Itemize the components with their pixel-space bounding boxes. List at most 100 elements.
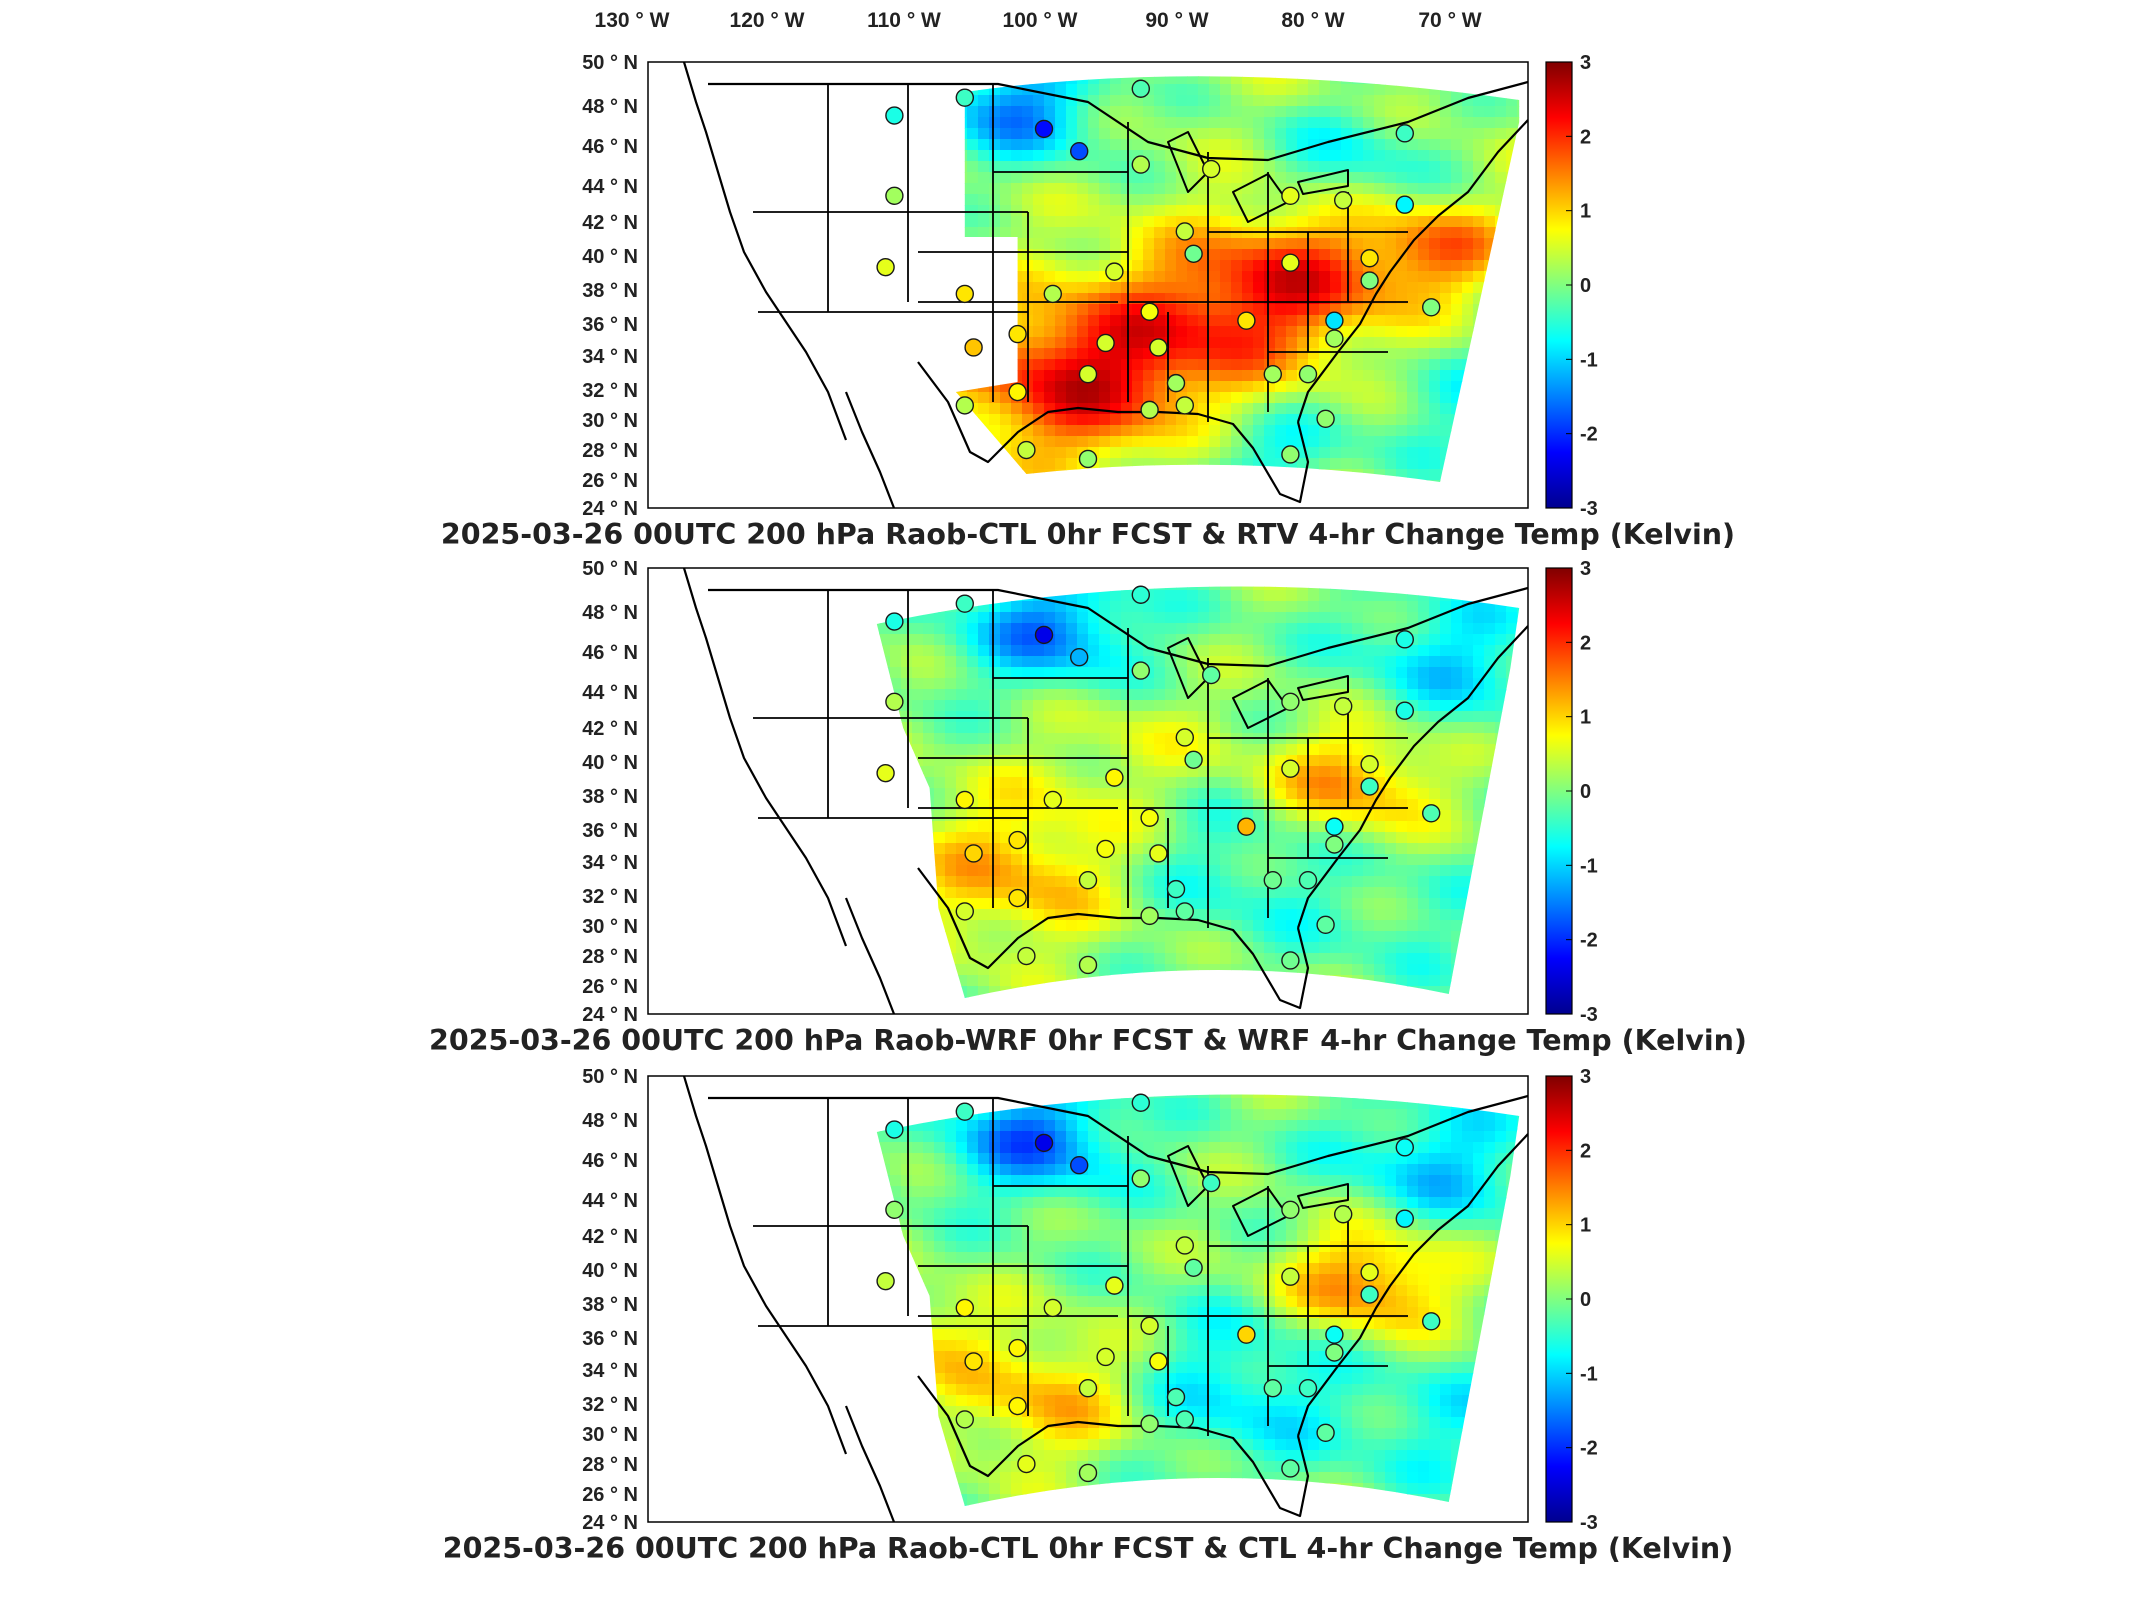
station-marker — [1184, 1258, 1203, 1277]
station-marker — [1325, 1325, 1344, 1344]
station-marker — [1070, 1155, 1089, 1175]
station-marker — [1175, 396, 1194, 415]
station-marker — [1360, 1263, 1379, 1282]
latitude-labels: 50 ° N 48 ° N 46 ° N 44 ° N 42 ° N 40 ° N 38 °… — [582, 558, 638, 1026]
colorbar-tick-label: 2 — [1580, 1140, 1591, 1162]
station-marker — [1298, 871, 1318, 890]
station-marker — [1008, 830, 1027, 850]
latitude-label: 46 ° N — [582, 642, 638, 664]
map-frame — [647, 61, 1529, 509]
station-marker — [1070, 141, 1089, 161]
station-marker — [1395, 701, 1414, 720]
station-marker — [955, 284, 974, 304]
station-marker — [1131, 585, 1150, 604]
station-marker — [1131, 155, 1150, 174]
longitude-labels: 130 ° W 120 ° W 110 ° W 100 ° W 90 ° W 80 ° W… — [595, 9, 1482, 32]
station-marker — [955, 902, 974, 921]
colorbar-tick-label: -1 — [1580, 1363, 1598, 1385]
latitude-label: 50 ° N — [582, 1066, 638, 1088]
station-marker — [1175, 728, 1194, 747]
latitude-labels: 50 ° N 48 ° N 46 ° N 44 ° N 42 ° N 40 ° N 38 °… — [582, 1066, 638, 1534]
panel-title: 2025-03-26 00UTC 200 hPa Raob-CTL 0hr FC… — [441, 518, 1735, 551]
station-marker — [1202, 665, 1221, 685]
station-marker — [1131, 79, 1150, 98]
state-boundaries — [682, 1076, 1528, 1522]
latitude-label: 32 ° N — [582, 1394, 638, 1416]
station-marker — [1043, 284, 1062, 304]
station-marker — [1078, 365, 1098, 384]
colorbar-tick-label: 3 — [1580, 558, 1591, 580]
colorbar-tick-label: 1 — [1580, 707, 1591, 729]
latitude-label: 44 ° N — [582, 1190, 638, 1212]
station-marker — [1334, 191, 1353, 210]
station-marker — [1008, 888, 1027, 908]
station-marker — [1149, 1352, 1168, 1371]
latitude-label: 48 ° N — [582, 602, 638, 624]
latitude-label: 42 ° N — [582, 1226, 638, 1248]
longitude-label: 100 ° W — [1003, 9, 1078, 32]
station-marker — [955, 88, 974, 107]
colorbar-tick-label: -3 — [1580, 1004, 1598, 1026]
latitude-label: 36 ° N — [582, 314, 638, 336]
state-boundaries — [682, 568, 1528, 1014]
station-marker — [1281, 1267, 1300, 1286]
latitude-label: 38 ° N — [582, 786, 638, 808]
station-marker — [1043, 790, 1062, 810]
station-marker — [1422, 1312, 1441, 1331]
latitude-label: 38 ° N — [582, 1294, 638, 1316]
colorbar-tick-label: -1 — [1580, 349, 1598, 371]
longitude-label: 90 ° W — [1145, 9, 1208, 32]
station-marker — [1034, 625, 1054, 645]
station-marker — [1008, 382, 1027, 402]
colorbar-tick-label: 2 — [1580, 126, 1591, 148]
station-marker — [1175, 1410, 1194, 1429]
latitude-label: 34 ° N — [582, 346, 638, 368]
latitude-label: 44 ° N — [582, 176, 638, 198]
station-marker — [1202, 159, 1221, 179]
state-boundaries — [682, 62, 1528, 508]
station-marker — [1325, 1343, 1344, 1362]
station-marker — [1166, 1387, 1186, 1407]
latitude-label: 28 ° N — [582, 1454, 638, 1476]
station-marker — [885, 612, 904, 631]
latitude-label: 50 ° N — [582, 52, 638, 74]
station-marker — [1149, 844, 1168, 863]
colorbar-tick-label: -1 — [1580, 855, 1598, 877]
colorbar: 3 2 1 0 -1 -2 -3 — [1545, 558, 1598, 1026]
station-marker — [1281, 759, 1300, 778]
station-marker — [964, 844, 983, 863]
longitude-label: 130 ° W — [595, 9, 670, 32]
station-marker — [1316, 409, 1335, 428]
latitude-label: 48 ° N — [582, 1110, 638, 1132]
panel-title: 2025-03-26 00UTC 200 hPa Raob-CTL 0hr FC… — [443, 1532, 1734, 1565]
station-marker — [885, 186, 904, 206]
station-marker — [955, 1410, 974, 1429]
station-marker — [1140, 302, 1159, 321]
station-marker — [1325, 329, 1344, 348]
latitude-label: 28 ° N — [582, 946, 638, 968]
longitude-label: 80 ° W — [1281, 9, 1344, 32]
station-marker — [1334, 697, 1353, 716]
station-marker — [1298, 1379, 1318, 1398]
raob-stations — [876, 1093, 1441, 1483]
map-frame — [647, 1075, 1529, 1523]
colorbar-tick-label: 3 — [1580, 1066, 1591, 1088]
station-marker — [876, 763, 895, 783]
station-marker — [1184, 244, 1203, 263]
colorbar-tick-label: -3 — [1580, 1512, 1598, 1534]
latitude-label: 40 ° N — [582, 1260, 638, 1282]
latitude-label: 38 ° N — [582, 280, 638, 302]
station-marker — [1043, 1298, 1062, 1318]
station-marker — [1017, 946, 1036, 966]
station-marker — [1175, 222, 1194, 241]
latitude-label: 24 ° N — [582, 1512, 638, 1534]
station-marker — [1008, 1396, 1027, 1416]
colorbar-tick-label: -3 — [1580, 498, 1598, 520]
colorbar-tick-label: 1 — [1580, 1215, 1591, 1237]
colorbar-tick-label: 3 — [1580, 52, 1591, 74]
station-marker — [885, 106, 904, 125]
latitude-label: 32 ° N — [582, 380, 638, 402]
map-panels: 50 ° N 48 ° N 46 ° N 44 ° N 42 ° N 40 ° N 38 °… — [429, 52, 1747, 1565]
station-marker — [1237, 817, 1256, 836]
station-marker — [1395, 195, 1414, 214]
